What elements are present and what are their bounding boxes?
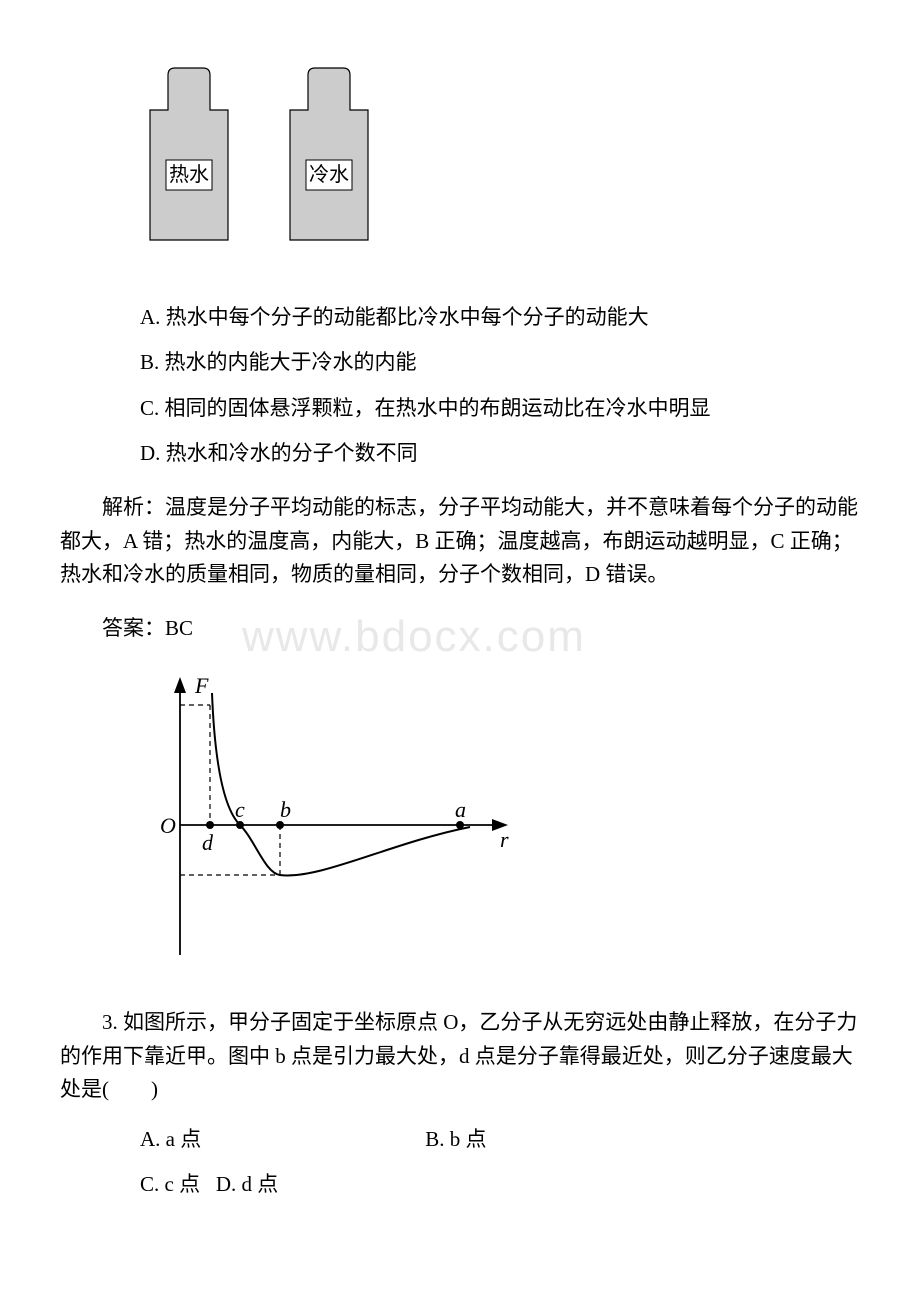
watermark-text: www.bdocx.com <box>200 602 586 672</box>
q3-option-a: A. a 点 <box>140 1123 420 1157</box>
label-c: c <box>235 797 245 822</box>
q2-explanation: 解析：温度是分子平均动能的标志，分子平均动能大，并不意味着每个分子的动能都大，A… <box>60 491 860 592</box>
hot-label: 热水 <box>169 163 209 186</box>
q2-option-c: C. 相同的固体悬浮颗粒，在热水中的布朗运动比在冷水中明显 <box>140 392 860 426</box>
label-d: d <box>202 830 214 855</box>
bottles-svg: 热水 冷水 <box>120 60 400 260</box>
q3-text: 3. 如图所示，甲分子固定于坐标原点 O，乙分子从无穷远处由静止释放，在分子力的… <box>60 1006 860 1107</box>
q3-options-row2: C. c 点 D. d 点 <box>140 1168 860 1202</box>
bottle-hot: 热水 <box>150 68 228 240</box>
label-r: r <box>500 827 509 852</box>
q3-option-b: B. b 点 <box>425 1123 486 1157</box>
bottle-cold: 冷水 <box>290 68 368 240</box>
bottles-figure: 热水 冷水 <box>120 60 860 271</box>
q3-option-d: D. d 点 <box>205 1172 278 1196</box>
q3-options-row1: A. a 点 B. b 点 <box>140 1123 860 1157</box>
q2-option-b: B. 热水的内能大于冷水的内能 <box>140 346 860 380</box>
force-graph-figure: F O r a b c d <box>140 665 860 976</box>
cold-label: 冷水 <box>309 163 349 186</box>
q2-answer: 答案：BC <box>102 616 193 640</box>
label-a: a <box>455 797 466 822</box>
q3-option-c: C. c 点 <box>140 1172 200 1196</box>
q2-answer-line: www.bdocx.com 答案：BC <box>60 612 860 646</box>
label-O: O <box>160 813 176 838</box>
q2-option-a: A. 热水中每个分子的动能都比冷水中每个分子的动能大 <box>140 301 860 335</box>
force-graph-svg: F O r a b c d <box>140 665 520 965</box>
label-F: F <box>194 673 209 698</box>
label-b: b <box>280 797 291 822</box>
q2-option-d: D. 热水和冷水的分子个数不同 <box>140 437 860 471</box>
